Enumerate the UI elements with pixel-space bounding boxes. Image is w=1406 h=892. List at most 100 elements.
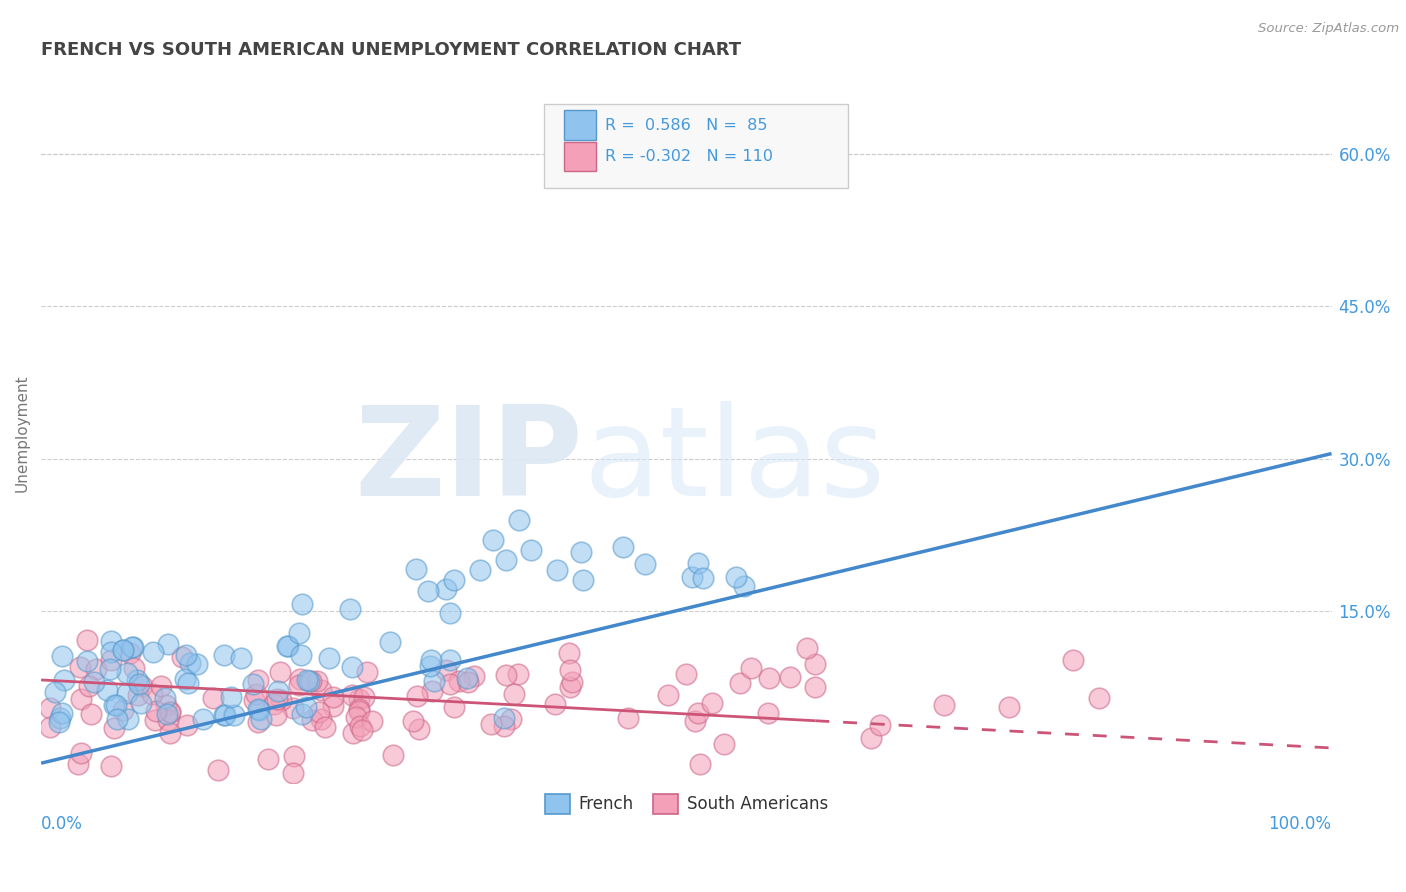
Point [44,685,66,699]
Point [125,673,148,687]
Point [242,677,264,691]
Point [683,714,706,729]
Point [103,721,125,735]
Point [142,645,165,659]
Point [349,692,371,706]
Point [291,597,314,611]
Point [263,697,285,711]
Point [39,701,62,715]
Point [186,657,208,672]
Point [128,677,150,691]
Point [111,703,134,717]
FancyBboxPatch shape [564,142,596,171]
Point [201,691,224,706]
Point [298,674,321,689]
Point [246,702,269,716]
Point [84,662,107,676]
Point [83,674,105,689]
Point [121,640,143,654]
Point [229,651,252,665]
Point [439,677,461,691]
Point [98,662,121,676]
Text: FRENCH VS SOUTH AMERICAN UNEMPLOYMENT CORRELATION CHART: FRENCH VS SOUTH AMERICAN UNEMPLOYMENT CO… [41,41,741,59]
Point [612,540,634,554]
Point [264,707,287,722]
Point [159,705,181,719]
Point [322,699,344,714]
Point [77,679,100,693]
Point [405,562,427,576]
Point [309,713,332,727]
Point [681,570,703,584]
Text: 0.0%: 0.0% [41,815,83,833]
Point [796,640,818,655]
Point [149,680,172,694]
Point [242,692,264,706]
Point [159,725,181,739]
Point [247,703,270,717]
Point [104,698,127,713]
Point [100,634,122,648]
Point [100,653,122,667]
Point [48,711,70,725]
Point [219,690,242,704]
Point [67,757,90,772]
Point [439,652,461,666]
Point [131,679,153,693]
Point [558,647,581,661]
Legend: French, South Americans: French, South Americans [538,787,835,821]
FancyBboxPatch shape [564,111,596,140]
Point [402,714,425,728]
Point [869,717,891,731]
Point [295,673,318,687]
Point [80,706,103,721]
Point [419,659,441,673]
Point [176,718,198,732]
Point [803,657,825,671]
Point [48,715,70,730]
Point [689,757,711,772]
Point [702,696,724,710]
Point [481,533,503,547]
Point [561,675,583,690]
Point [288,678,311,692]
Point [105,713,128,727]
Point [247,715,270,730]
Point [121,640,143,654]
Point [207,763,229,777]
Point [447,674,470,689]
Point [356,665,378,679]
Point [342,726,364,740]
Point [267,684,290,698]
Point [558,664,581,678]
Point [266,691,288,706]
Point [153,691,176,706]
Point [127,688,149,702]
Point [51,648,73,663]
Point [309,683,332,698]
Point [349,701,371,715]
Text: 100.0%: 100.0% [1268,815,1331,833]
Point [100,759,122,773]
Point [419,653,441,667]
Point [434,663,457,677]
Point [250,712,273,726]
Point [495,553,517,567]
Point [508,512,530,526]
Point [212,648,235,662]
Point [381,747,404,762]
Point [156,713,179,727]
Point [305,674,328,689]
Point [159,706,181,720]
Point [616,710,638,724]
Point [53,673,76,687]
Point [692,570,714,584]
Point [70,746,93,760]
Point [686,556,709,570]
Text: R =  0.586   N =  85: R = 0.586 N = 85 [605,118,768,133]
Point [122,661,145,675]
Point [290,672,312,686]
Point [174,648,197,663]
Point [492,718,515,732]
Point [115,686,138,700]
